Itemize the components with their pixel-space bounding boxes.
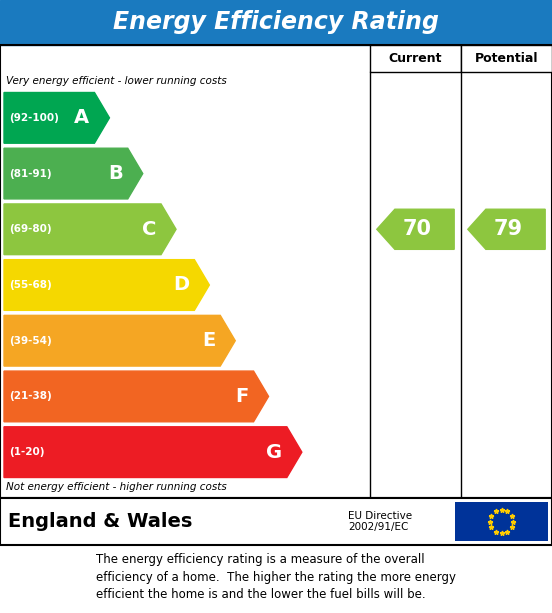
Bar [0, 45, 552, 498]
Polygon shape [4, 427, 302, 478]
Text: G: G [266, 443, 282, 462]
Polygon shape [4, 93, 109, 143]
Polygon shape [4, 371, 269, 422]
Text: Not energy efficient - higher running costs: Not energy efficient - higher running co… [6, 482, 227, 492]
Text: The energy efficiency rating is a measure of the overall
efficiency of a home.  : The energy efficiency rating is a measur… [96, 554, 456, 601]
Text: England & Wales: England & Wales [8, 512, 193, 531]
Text: (69-80): (69-80) [9, 224, 52, 234]
Bar [0, 0, 552, 45]
Text: EU Directive
2002/91/EC: EU Directive 2002/91/EC [348, 511, 412, 532]
Text: (55-68): (55-68) [9, 280, 52, 290]
Bar [455, 502, 548, 541]
Polygon shape [468, 209, 545, 249]
Text: B: B [108, 164, 123, 183]
Polygon shape [377, 209, 454, 249]
Text: Current: Current [389, 52, 442, 65]
Text: 70: 70 [403, 219, 432, 239]
Bar [370, 45, 461, 72]
Text: Energy Efficiency Rating: Energy Efficiency Rating [113, 10, 439, 34]
Text: Very energy efficient - lower running costs: Very energy efficient - lower running co… [6, 76, 227, 86]
Polygon shape [4, 315, 235, 366]
Text: C: C [142, 220, 156, 239]
Text: 79: 79 [493, 219, 523, 239]
Polygon shape [4, 148, 143, 199]
Text: A: A [75, 109, 89, 128]
Text: F: F [235, 387, 248, 406]
Text: (81-91): (81-91) [9, 169, 52, 178]
Text: (1-20): (1-20) [9, 447, 45, 457]
Text: E: E [202, 331, 215, 350]
Polygon shape [4, 204, 176, 254]
Text: D: D [173, 275, 189, 294]
Bar [0, 498, 552, 545]
Text: (21-38): (21-38) [9, 392, 52, 402]
Polygon shape [4, 260, 209, 310]
Bar [461, 45, 552, 72]
Text: (39-54): (39-54) [9, 336, 52, 346]
Text: Potential: Potential [475, 52, 538, 65]
Text: (92-100): (92-100) [9, 113, 59, 123]
